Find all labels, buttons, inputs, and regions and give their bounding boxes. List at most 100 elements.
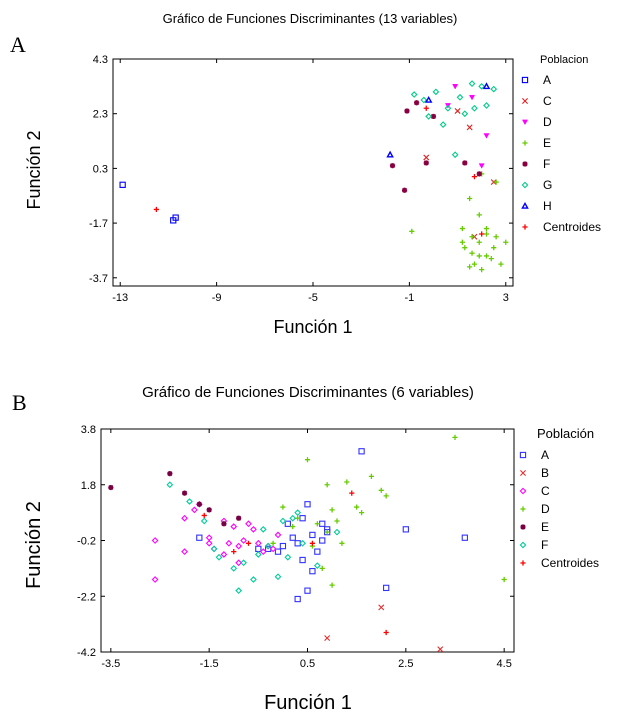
- chart-b-point-a: [284, 520, 291, 527]
- chart-a-x-axis: -13 -9 -5 -1 3: [112, 59, 509, 304]
- chart-b-point-a: [383, 584, 390, 592]
- chart-b-point-a: [309, 531, 316, 539]
- chart-b-point-c: [235, 542, 243, 550]
- chart-a-x-tick-label: -13: [112, 292, 128, 304]
- chart-a-legend-title: Poblacion: [540, 54, 588, 66]
- chart-a-point-d: [452, 84, 459, 90]
- chart-a-point-c: [454, 107, 461, 114]
- chart-b-x-tick-label: 0.5: [300, 658, 315, 670]
- chart-b-point-f: [289, 514, 297, 522]
- chart-b-point-b: [324, 635, 331, 642]
- chart-b-legend-label-centroides: Centroides: [541, 556, 599, 570]
- chart-b-point-e: [221, 521, 227, 527]
- chart-b-point-f: [230, 564, 238, 572]
- chart-b-point-f: [284, 553, 292, 561]
- chart-a-point-g: [425, 113, 433, 120]
- chart-a-legend-marker-d: [521, 119, 529, 126]
- chart-a-point-e: [476, 239, 482, 245]
- chart-b-y-tick-label: 3.8: [81, 424, 96, 436]
- chart-a-point-g: [439, 121, 447, 129]
- chart-b-point-d: [334, 518, 340, 524]
- chart-a-point-g: [471, 104, 478, 112]
- chart-a-point-e: [503, 239, 509, 245]
- chart-b-x-tick-label: 4.5: [497, 658, 512, 670]
- chart-b-point-d: [314, 521, 320, 527]
- chart-b-point-b: [437, 646, 444, 653]
- chart-a-legend-marker-centroides: [522, 224, 528, 230]
- chart-b-point-a: [299, 515, 306, 522]
- panel-letter-a: A: [10, 32, 26, 57]
- chart-b-point-c: [220, 551, 228, 558]
- chart-a-point-f: [423, 160, 429, 166]
- chart-a-y-tick-label: 2.3: [93, 109, 108, 121]
- chart-b-point-d: [329, 507, 335, 513]
- chart-a-legend-label-centroides: Centroides: [543, 220, 601, 234]
- chart-b-point-e: [181, 490, 188, 496]
- chart-b-point-c: [210, 545, 218, 553]
- chart-a-point-e: [469, 234, 475, 240]
- chart-b-point-a: [255, 545, 262, 553]
- chart-a-point-e: [488, 256, 494, 262]
- chart-a-point-g: [478, 82, 486, 90]
- chart-b-legend-marker-centroides: [520, 560, 526, 566]
- chart-a-y-tick-label: 4.3: [93, 54, 108, 66]
- chart-b-plot-area: [100, 428, 515, 653]
- chart-a-point-g: [410, 91, 418, 98]
- chart-a-legend-marker-e: [522, 140, 528, 146]
- chart-b-legend-marker-b: [520, 470, 526, 476]
- chart-b-point-a: [279, 542, 287, 550]
- chart-a-point-centroides: [479, 231, 485, 237]
- chart-a-point-g: [490, 85, 498, 93]
- chart-a-y-axis: 4.3 2.3 0.3 -1.7 -3.7: [89, 54, 513, 285]
- chart-b-point-f: [235, 587, 243, 595]
- chart-b-point-d: [501, 576, 507, 583]
- chart-b-point-centroides: [245, 540, 252, 546]
- chart-b-y-tick-label: -0.2: [77, 536, 96, 548]
- chart-a-point-g: [420, 96, 428, 104]
- chart-a-point-e: [498, 261, 504, 267]
- chart-b-y-tick-label: 1.8: [81, 480, 96, 492]
- chart-b-point-d: [329, 582, 335, 588]
- chart-b-x-axis: -3.5 -1.5 0.5 2.5 4.5: [101, 429, 512, 670]
- chart-b-legend-label-c: C: [541, 484, 550, 498]
- chart-a-x-tick-label: -1: [404, 292, 414, 304]
- chart-b-point-d: [358, 510, 365, 516]
- chart-a-y-tick-label: 0.3: [93, 163, 108, 175]
- chart-panel-b: B Gráfico de Funciones Discriminantes (6…: [12, 384, 599, 714]
- chart-b-point-d: [368, 473, 375, 479]
- chart-b-point-d: [270, 540, 276, 546]
- chart-b-point-d: [383, 493, 389, 499]
- chart-a-point-a: [119, 181, 126, 188]
- chart-a-point-e: [462, 245, 468, 251]
- chart-b-point-e: [196, 501, 202, 507]
- chart-b-point-centroides: [309, 540, 316, 546]
- chart-a-point-e: [483, 231, 490, 237]
- chart-a-point-c: [423, 154, 430, 161]
- chart-a-x-tick-label: -5: [308, 292, 318, 304]
- chart-b-point-c: [181, 514, 188, 522]
- chart-a-point-g: [456, 93, 464, 101]
- chart-a-points: [119, 80, 509, 273]
- chart-a-point-f: [401, 187, 408, 193]
- chart-b-point-e: [206, 507, 212, 513]
- chart-a-point-e: [493, 234, 499, 240]
- chart-b-point-a: [319, 520, 326, 527]
- chart-b-point-a: [314, 548, 321, 555]
- chart-b-point-centroides: [201, 512, 207, 519]
- chart-b-legend-marker-d: [520, 506, 526, 512]
- chart-a-point-c: [466, 124, 473, 131]
- chart-b-point-f: [250, 576, 257, 583]
- chart-b-point-d: [324, 482, 330, 488]
- chart-b-point-d: [324, 529, 330, 535]
- chart-b-point-f: [333, 528, 341, 536]
- chart-a-point-g: [468, 80, 476, 87]
- chart-b-point-centroides: [231, 549, 237, 555]
- chart-a-point-centroides: [153, 206, 159, 213]
- chart-b-point-a: [299, 556, 306, 564]
- chart-a-x-tick-label: -9: [212, 292, 222, 304]
- chart-a-point-e: [483, 225, 490, 232]
- chart-b-legend-label-b: B: [541, 466, 549, 480]
- chart-b-point-a: [196, 534, 203, 541]
